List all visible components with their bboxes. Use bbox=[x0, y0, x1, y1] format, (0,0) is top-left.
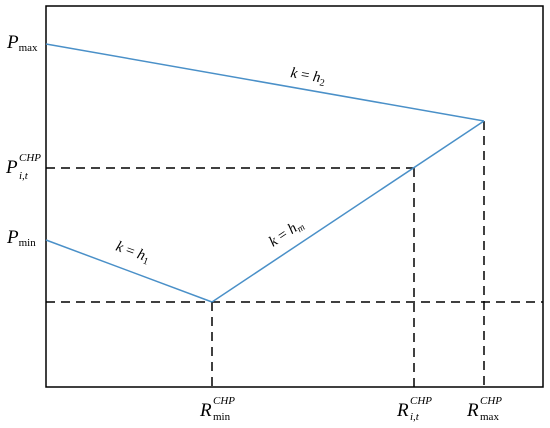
svg-text:i,t: i,t bbox=[19, 170, 29, 182]
slope-label-h1: k = h1 bbox=[113, 239, 152, 268]
label-r-min: R CHP min bbox=[199, 395, 235, 423]
boundary-line-h2 bbox=[45, 43, 485, 122]
boundary-line-h1 bbox=[45, 239, 213, 303]
label-p-max: Pmax bbox=[6, 32, 38, 54]
svg-text:k = h1: k = h1 bbox=[113, 239, 152, 268]
svg-text:i,t: i,t bbox=[410, 411, 420, 423]
svg-text:k = hm: k = hm bbox=[266, 216, 307, 252]
svg-text:CHP: CHP bbox=[480, 395, 502, 407]
svg-text:CHP: CHP bbox=[410, 395, 432, 407]
boundary-line-hm bbox=[211, 120, 485, 303]
slope-label-h2: k = h2 bbox=[289, 65, 327, 89]
label-p-it: P CHP i,t bbox=[5, 152, 41, 182]
svg-text:CHP: CHP bbox=[213, 395, 235, 407]
plot-frame bbox=[45, 5, 544, 388]
svg-text:R: R bbox=[396, 400, 409, 421]
label-p-min: Pmin bbox=[6, 227, 36, 249]
svg-text:P: P bbox=[5, 157, 18, 178]
label-r-it: R CHP i,t bbox=[396, 395, 432, 423]
svg-text:R: R bbox=[466, 400, 479, 421]
svg-text:min: min bbox=[213, 411, 231, 423]
svg-text:CHP: CHP bbox=[19, 152, 41, 164]
svg-text:k = h2: k = h2 bbox=[289, 65, 327, 89]
slope-label-hm: k = hm bbox=[266, 216, 307, 252]
label-r-max: R CHP max bbox=[466, 395, 502, 423]
svg-text:max: max bbox=[480, 411, 499, 423]
svg-text:R: R bbox=[199, 400, 212, 421]
